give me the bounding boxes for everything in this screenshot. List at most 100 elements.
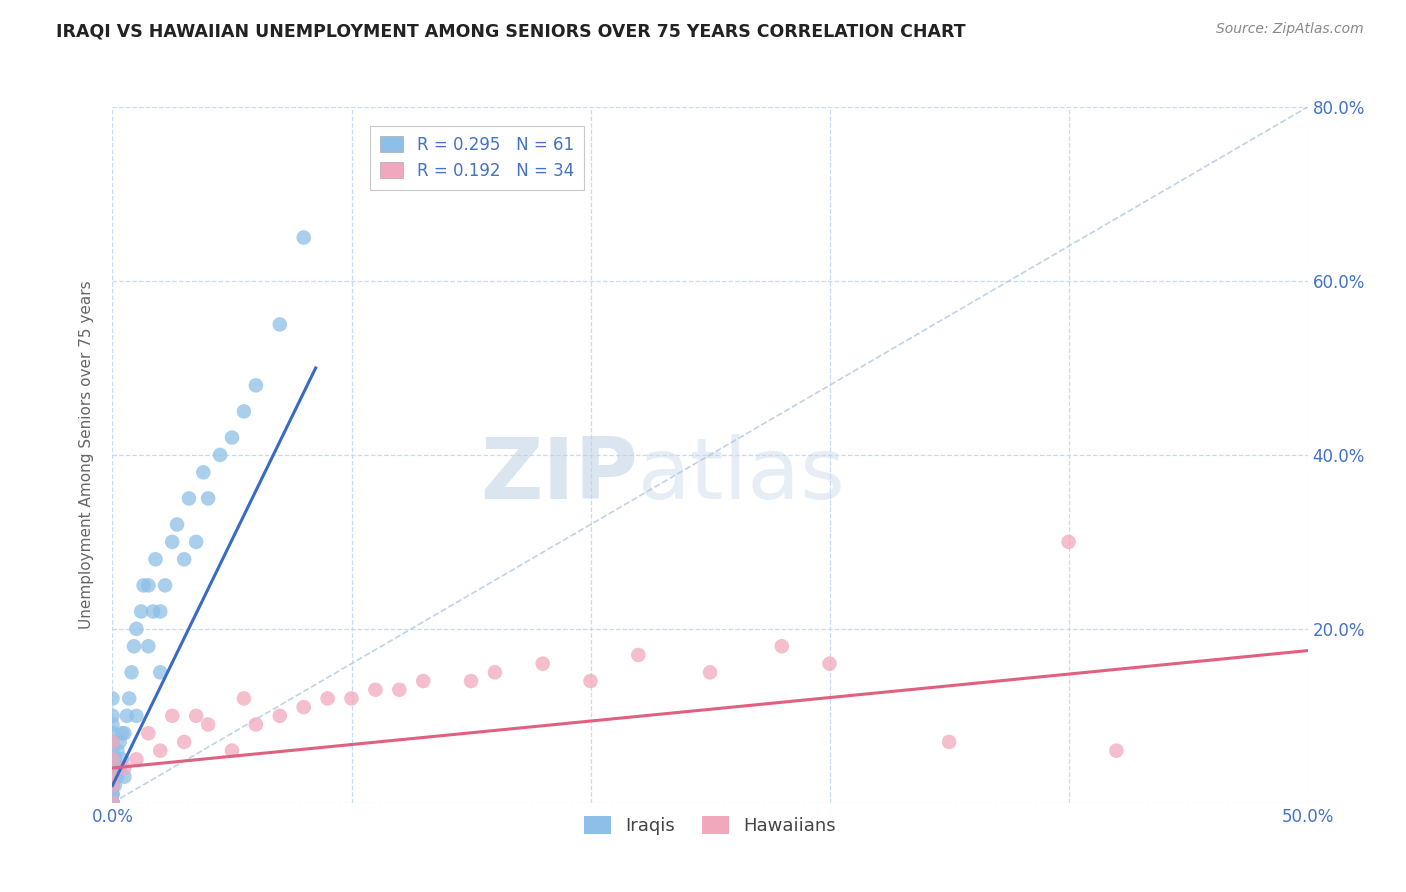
Point <box>364 682 387 697</box>
Point <box>627 648 650 662</box>
Text: IRAQI VS HAWAIIAN UNEMPLOYMENT AMONG SENIORS OVER 75 YEARS CORRELATION CHART: IRAQI VS HAWAIIAN UNEMPLOYMENT AMONG SEN… <box>56 22 966 40</box>
Text: Source: ZipAtlas.com: Source: ZipAtlas.com <box>1216 22 1364 37</box>
Point <box>699 665 721 680</box>
Point <box>129 605 152 619</box>
Point <box>177 491 200 506</box>
Point <box>101 752 124 766</box>
Point <box>125 622 148 636</box>
Point <box>104 752 127 766</box>
Point <box>101 708 124 723</box>
Point <box>149 665 172 680</box>
Point <box>138 578 160 592</box>
Point <box>114 770 135 784</box>
Point <box>101 796 124 810</box>
Point <box>101 744 124 758</box>
Point <box>162 708 183 723</box>
Point <box>101 796 124 810</box>
Point <box>245 378 267 392</box>
Point <box>233 404 256 418</box>
Point <box>269 708 291 723</box>
Point <box>101 787 124 801</box>
Point <box>101 778 124 793</box>
Point <box>101 770 124 784</box>
Point <box>138 726 160 740</box>
Point <box>114 761 135 775</box>
Point <box>101 770 124 784</box>
Point <box>121 665 143 680</box>
Point <box>145 552 167 566</box>
Point <box>166 517 188 532</box>
Point <box>118 691 141 706</box>
Point <box>340 691 363 706</box>
Text: atlas: atlas <box>638 434 846 517</box>
Point <box>197 717 219 731</box>
Point <box>115 708 138 723</box>
Point <box>138 639 160 653</box>
Point <box>292 700 315 714</box>
Point <box>101 796 124 810</box>
Point <box>162 534 183 549</box>
Point <box>101 796 124 810</box>
Point <box>142 605 165 619</box>
Point <box>111 752 134 766</box>
Point <box>245 717 267 731</box>
Point <box>221 744 243 758</box>
Point <box>531 657 554 671</box>
Point <box>173 735 195 749</box>
Y-axis label: Unemployment Among Seniors over 75 years: Unemployment Among Seniors over 75 years <box>79 281 94 629</box>
Point <box>316 691 339 706</box>
Point <box>101 735 124 749</box>
Point <box>105 744 128 758</box>
Point <box>1057 534 1080 549</box>
Point <box>221 430 243 444</box>
Text: ZIP: ZIP <box>481 434 638 517</box>
Point <box>108 735 131 749</box>
Point <box>153 578 176 592</box>
Point <box>104 778 127 793</box>
Point <box>193 466 215 480</box>
Point <box>1105 744 1128 758</box>
Point <box>101 778 124 793</box>
Point <box>125 752 148 766</box>
Point <box>484 665 506 680</box>
Point <box>132 578 155 592</box>
Point <box>269 318 291 332</box>
Point <box>101 796 124 810</box>
Point <box>101 796 124 810</box>
Point <box>125 708 148 723</box>
Point <box>105 770 128 784</box>
Point <box>173 552 195 566</box>
Point <box>233 691 256 706</box>
Point <box>579 674 602 689</box>
Point <box>460 674 482 689</box>
Point <box>186 708 208 723</box>
Point <box>197 491 219 506</box>
Point <box>114 726 135 740</box>
Point <box>101 691 124 706</box>
Point <box>388 682 411 697</box>
Point <box>101 796 124 810</box>
Point <box>101 735 124 749</box>
Point <box>149 605 172 619</box>
Point <box>412 674 434 689</box>
Point <box>209 448 232 462</box>
Point <box>108 761 131 775</box>
Point <box>101 726 124 740</box>
Point <box>101 787 124 801</box>
Point <box>149 744 172 758</box>
Point <box>101 761 124 775</box>
Point <box>111 726 134 740</box>
Point <box>818 657 841 671</box>
Point <box>770 639 793 653</box>
Point <box>101 752 124 766</box>
Point <box>101 796 124 810</box>
Legend: Iraqis, Hawaiians: Iraqis, Hawaiians <box>576 809 844 842</box>
Point <box>186 534 208 549</box>
Point <box>101 778 124 793</box>
Point <box>101 796 124 810</box>
Point <box>292 230 315 244</box>
Point <box>938 735 960 749</box>
Point <box>101 796 124 810</box>
Point <box>101 796 124 810</box>
Point <box>101 717 124 731</box>
